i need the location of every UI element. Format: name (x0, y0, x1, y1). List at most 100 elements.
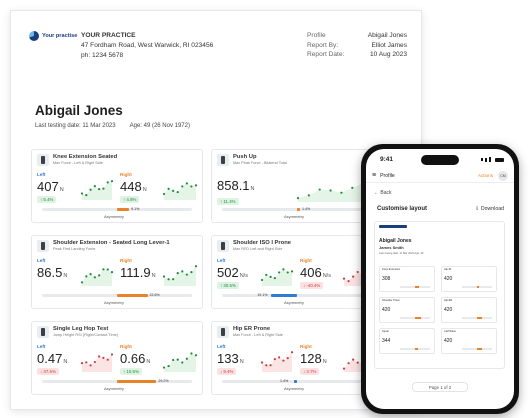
preview-card[interactable]: Hip ER 420 (441, 297, 497, 323)
sparkline-point (347, 279, 350, 283)
metric-unit: N (146, 359, 151, 365)
sparkline-point (342, 277, 346, 280)
metric-unit: N/s (239, 273, 248, 279)
asymmetry-bar (222, 208, 372, 211)
test-icon (217, 240, 229, 252)
metric-value: 407N (37, 179, 64, 194)
trend-sparkline (162, 352, 198, 372)
sparkline-area (82, 269, 112, 286)
asymmetry-label: Asymmetry (284, 214, 304, 219)
preview-card[interactable]: Knee Extension 308 (379, 266, 435, 292)
test-icon-glyph (221, 328, 225, 336)
actions-button[interactable]: Actions (477, 173, 493, 178)
download-button[interactable]: ⇩ Download (475, 206, 504, 212)
sparkline-point (185, 357, 188, 360)
sparkline-point (172, 189, 175, 192)
page-indicator[interactable]: Page 1 of 2 (412, 382, 468, 392)
sparkline-point (106, 268, 109, 271)
sparkline-point (110, 271, 114, 274)
preview-card[interactable]: Squat 344 (379, 328, 435, 354)
preview-card[interactable]: Shoulder Press 420 (379, 297, 435, 323)
card-header: Push Up Max Peak Force - Bilateral Total (217, 154, 377, 166)
sparkline-point (102, 187, 105, 190)
change-badge: ↓ -40.4% (300, 282, 324, 289)
asymmetry-value: 19.1% (257, 293, 268, 297)
metric-card-grid: Knee Extension Seated Max Force - Left & … (31, 149, 409, 409)
card-header: Hip ER Prone Max Force - Left & Right Sid… (217, 326, 377, 338)
sparkline-point (260, 278, 264, 282)
left-label: Left (37, 344, 46, 349)
preview-asymmetry-bar (400, 286, 430, 288)
trend-sparkline (162, 182, 198, 200)
metric-card[interactable]: Hip ER Prone Max Force - Left & Right Sid… (211, 321, 383, 395)
preview-card-value: 420 (444, 338, 453, 344)
right-label: Right (120, 344, 132, 349)
nav-title: Profile (380, 172, 395, 179)
asymmetry-fill (297, 208, 300, 211)
report-preview[interactable]: Abigail Jones James Smith Last testing d… (374, 221, 505, 369)
preview-card[interactable]: Hip IR 420 (441, 266, 497, 292)
sparkline-point (296, 197, 300, 200)
back-label: Back (380, 190, 392, 196)
metric-card[interactable]: Push Up Max Peak Force - Bilateral Total 8… (211, 149, 383, 223)
metric-number: 133 (217, 351, 239, 366)
meta-value: Elliot James (371, 41, 407, 49)
asymmetry-value: 9.1% (131, 207, 140, 211)
metric-value: 448N (120, 179, 147, 194)
metric-unit: N (322, 359, 327, 365)
preview-card-title: Calf Raise (444, 330, 456, 333)
preview-asymmetry-bar (462, 348, 492, 350)
card-title-block: Shoulder Extension - Seated Long Lever-1… (53, 240, 170, 252)
card-subtitle: Peak First Landing Force (53, 247, 96, 251)
asymmetry-label: Asymmetry (104, 214, 124, 219)
right-label: Right (120, 172, 132, 177)
sparkline-area (262, 269, 292, 286)
practice-name: YOUR PRACTICE (81, 32, 136, 39)
sparkline-point (307, 194, 310, 197)
metric-card[interactable]: Knee Extension Seated Max Force - Left & … (31, 149, 203, 223)
preview-card-value: 420 (444, 307, 453, 313)
sparkline-point (176, 271, 179, 275)
sparkline-point (190, 185, 193, 188)
sparkline-point (98, 355, 101, 358)
card-header: Shoulder ISO I Prone Max RFD Left and Rig… (217, 240, 377, 252)
metric-unit: N (250, 186, 255, 192)
asymmetry-fill (117, 208, 130, 211)
sparkline-point (190, 271, 193, 274)
preview-asymmetry-fill (415, 317, 421, 319)
metric-number: 86.5 (37, 265, 63, 280)
preview-card[interactable]: Calf Raise 420 (441, 328, 497, 354)
meta-key: Report By: (307, 41, 339, 49)
sparkline-point (190, 352, 193, 355)
metric-card[interactable]: Shoulder Extension - Seated Long Lever-1… (31, 235, 203, 309)
sparkline-point (273, 357, 276, 361)
menu-icon[interactable]: ≡ (372, 172, 377, 179)
card-title: Shoulder ISO I Prone (233, 240, 291, 246)
preview-asymmetry-bar (462, 286, 492, 288)
asymmetry-value: 22.6% (149, 293, 160, 297)
sparkline-point (181, 185, 184, 188)
avatar[interactable]: CM (498, 170, 508, 181)
preview-card-value: 420 (382, 307, 391, 313)
sparkline-point (185, 273, 188, 276)
left-label: Left (37, 258, 46, 263)
preview-card-title: Hip ER (444, 299, 453, 302)
sparkline-point (340, 191, 343, 194)
metric-unit: N (239, 359, 244, 365)
sparkline-point (269, 364, 272, 367)
sparkline-point (342, 367, 346, 370)
test-icon-glyph (41, 156, 45, 164)
test-icon-glyph (41, 242, 45, 250)
metric-card[interactable]: Shoulder ISO I Prone Max RFD Left and Rig… (211, 235, 383, 309)
practice-phone: ph: 1234 5678 (81, 52, 124, 59)
metric-card[interactable]: Single Leg Hop Test Jump Height RSI (Flig… (31, 321, 203, 395)
sparkline-point (93, 276, 96, 279)
card-title: Hip ER Prone (233, 326, 271, 332)
back-button[interactable]: ← Back (374, 190, 392, 196)
card-title-block: Hip ER Prone Max Force - Left & Right Sid… (233, 326, 283, 338)
card-header: Shoulder Extension - Seated Long Lever-1… (37, 240, 197, 252)
preview-card-title: Shoulder Press (382, 299, 400, 302)
asymmetry-label: Asymmetry (104, 300, 124, 305)
change-badge: ↑ 5.4% (37, 196, 57, 203)
practice-details: YOUR PRACTICE 47 Fordham Road, West Warw… (81, 31, 213, 61)
